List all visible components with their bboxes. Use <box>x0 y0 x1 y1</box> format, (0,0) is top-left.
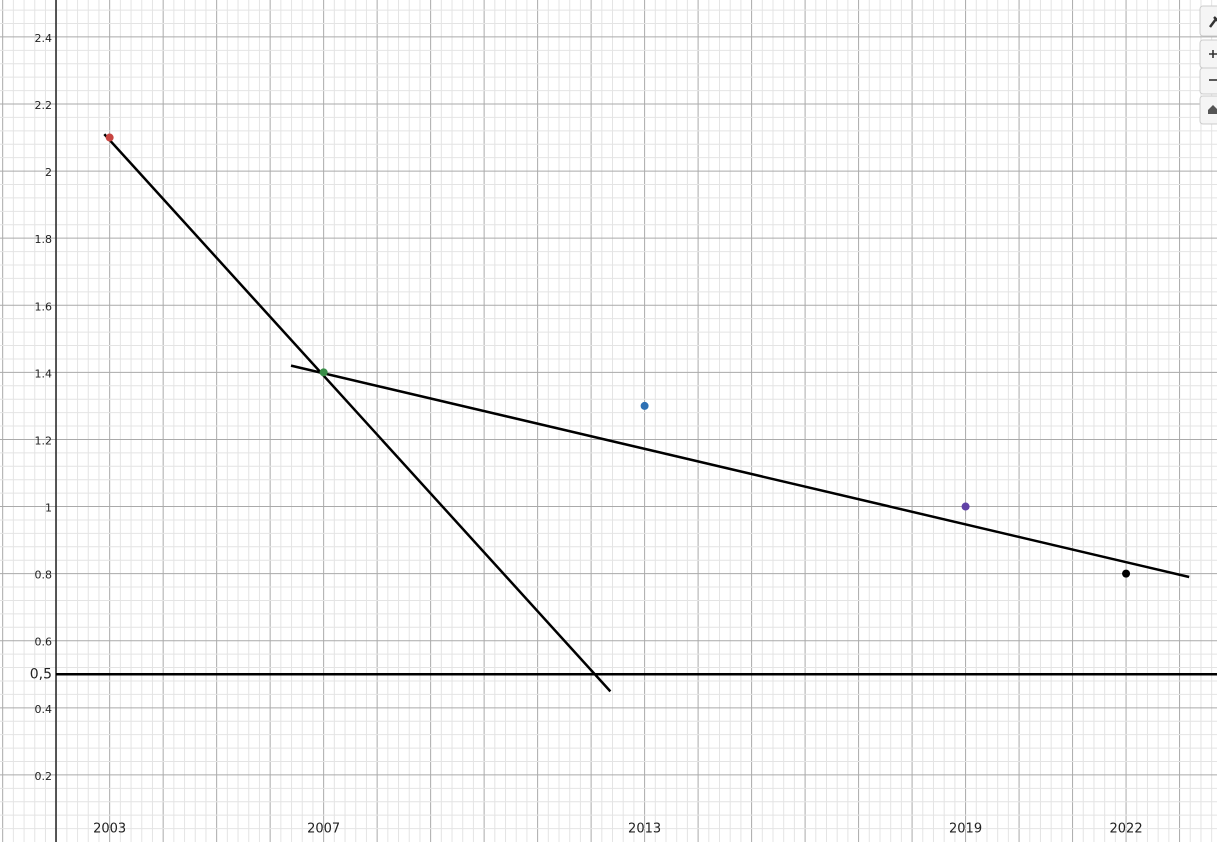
point <box>105 133 114 142</box>
point <box>1122 569 1131 578</box>
home-button[interactable] <box>1199 95 1217 125</box>
fit-line <box>103 133 612 693</box>
point <box>640 401 649 410</box>
x-tick-label: 2019 <box>949 822 982 837</box>
plot: 0.2 0.4 0,5 0.6 0.8 1 1.2 1.4 1.6 1.8 2 2.2 2.4 2003 2… <box>30 0 1217 842</box>
y-tick-label: 0.4 <box>35 703 53 716</box>
point <box>961 502 970 511</box>
x-tick-label: 2007 <box>307 822 340 837</box>
y-tick-label: 0.6 <box>35 636 53 649</box>
y-tick-label: 2.4 <box>35 32 53 45</box>
zoom-out-button[interactable] <box>1199 67 1217 95</box>
y-tick-label: 0,5 <box>30 666 52 682</box>
point <box>319 368 328 377</box>
y-tick-label: 0.8 <box>35 569 53 582</box>
y-tick-label: 1.6 <box>35 300 53 313</box>
x-tick-label: 2022 <box>1110 822 1143 837</box>
fit-line <box>290 364 1190 579</box>
y-tick-label: 2.2 <box>35 99 53 112</box>
y-tick-label: 1.4 <box>35 367 53 380</box>
zoom-in-button[interactable] <box>1199 39 1217 69</box>
x-tick-label: 2013 <box>628 822 661 837</box>
y-tick-label: 1.8 <box>35 233 53 246</box>
x-tick-label: 2003 <box>93 822 126 837</box>
y-tick-label: 1.2 <box>35 434 53 447</box>
wrench-button[interactable] <box>1199 5 1217 37</box>
y-tick-label: 0.2 <box>35 770 53 783</box>
y-tick-label: 2 <box>45 166 52 179</box>
y-tick-label: 1 <box>45 502 52 515</box>
